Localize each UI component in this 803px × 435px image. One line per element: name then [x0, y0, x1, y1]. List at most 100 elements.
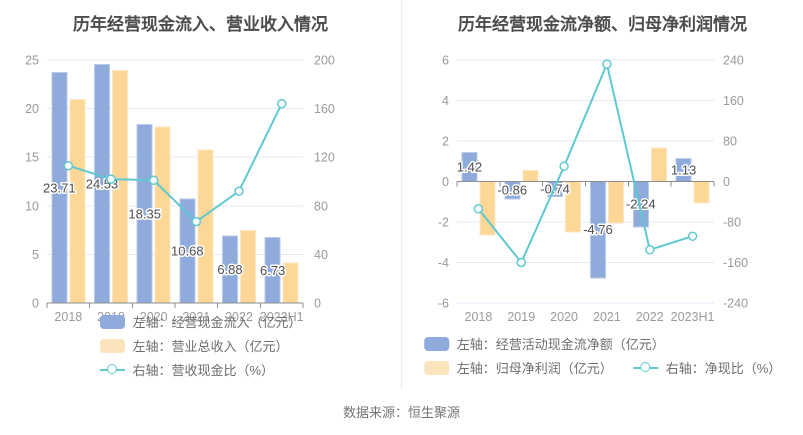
left-axis-tick-label: 20 [25, 102, 39, 116]
legend-swatch-blue-icon [99, 314, 125, 329]
line-point-marker[interactable] [687, 231, 698, 241]
line-point-marker[interactable] [516, 257, 527, 268]
left-axis-tick-label: 15 [25, 151, 39, 165]
line-point-marker[interactable] [191, 216, 202, 227]
legend-label: 左轴：经营现金流入（亿元） [132, 315, 302, 330]
bar[interactable] [197, 149, 214, 304]
line-point-marker[interactable] [63, 160, 74, 171]
legend-line-marker-icon [632, 361, 658, 375]
chart-divider [401, 0, 402, 390]
left-axis-tick-label: -2 [438, 216, 449, 230]
right-axis-tick-label: 160 [314, 102, 335, 116]
x-category-label: 2019 [507, 310, 535, 324]
legend-item[interactable]: 右轴：净现比（%） [632, 358, 782, 377]
left-axis-tick-label: 4 [442, 94, 449, 108]
left-axis-tick-label: 25 [25, 54, 39, 68]
legend-row: 左轴：经营现金流入（亿元） [99, 311, 302, 332]
legend: 左轴：经营活动现金流净额（亿元） 左轴：归母净利润（亿元） 右轴：净现比（%） [423, 333, 782, 381]
left-axis-tick-label: 6 [442, 54, 449, 68]
left-axis-tick-label: 5 [32, 248, 39, 262]
legend-item[interactable]: 左轴：营业总收入（亿元） [99, 336, 289, 355]
legend-row: 右轴：营收现金比（%） [99, 359, 274, 380]
legend-label: 左轴：经营活动现金流净额（亿元） [456, 337, 665, 352]
bar[interactable] [69, 98, 86, 304]
right-axis-tick-label: 240 [723, 54, 744, 68]
right-axis-tick-label: 0 [723, 175, 730, 189]
right-axis-tick-label: 80 [723, 135, 737, 149]
bar[interactable] [282, 262, 299, 304]
x-category-label: 2023H1 [260, 310, 304, 324]
bar-value-label: -4.76 [583, 222, 613, 237]
right-axis-tick-label: 160 [723, 94, 744, 108]
bar[interactable] [240, 230, 256, 304]
bar[interactable] [607, 181, 624, 224]
legend-label: 左轴：归母净利润（亿元） [456, 361, 613, 376]
legend-label: 右轴：营收现金比（%） [132, 363, 275, 378]
right-axis-tick-label: -160 [723, 256, 748, 270]
x-category-label: 2020 [140, 310, 168, 324]
line-point-marker[interactable] [645, 245, 655, 255]
legend-swatch-blue-icon [423, 336, 449, 351]
legend-label: 右轴：净现比（%） [665, 361, 782, 376]
line-point-marker[interactable] [559, 161, 569, 172]
chart-title: 历年经营现金流净额、归母净利润情况 [458, 15, 747, 34]
x-category-label: 2018 [54, 310, 82, 324]
legend-item[interactable]: 右轴：营收现金比（%） [99, 360, 274, 379]
line-point-marker[interactable] [276, 98, 287, 109]
x-category-label: 2018 [465, 310, 493, 324]
legend-row: 左轴：经营活动现金流净额（亿元） [423, 333, 665, 354]
bar[interactable] [693, 181, 710, 204]
legend-row: 左轴：归母净利润（亿元） 右轴：净现比（%） [423, 357, 782, 378]
x-category-label: 2020 [550, 310, 578, 324]
right-axis-tick-label: 40 [314, 248, 328, 262]
legend-label: 左轴：营业总收入（亿元） [132, 339, 289, 354]
bar-value-label: 1.13 [671, 163, 696, 178]
legend-ring-icon [639, 362, 650, 372]
bar-value-label: 6.73 [260, 263, 285, 278]
right-axis-tick-label: -80 [723, 216, 741, 230]
bar-value-label: -2.24 [626, 197, 656, 212]
legend-line-marker-icon [99, 363, 125, 377]
left-axis-tick-label: -6 [438, 297, 449, 311]
legend-swatch-yellow-icon [99, 338, 125, 353]
x-category-label: 2023H1 [671, 310, 715, 324]
ratio-line [68, 103, 283, 223]
bar-value-label: 10.68 [171, 244, 204, 259]
x-category-label: 2021 [182, 310, 210, 324]
legend-item[interactable]: 左轴：经营现金流入（亿元） [99, 312, 302, 331]
left-axis-tick-label: 2 [442, 135, 449, 149]
line-point-marker[interactable] [106, 174, 116, 184]
legend-ring-icon [106, 364, 117, 374]
bar-value-label: 1.42 [457, 160, 482, 175]
chart-cash-inflow-revenue: 0054010801512020160252002018201920202021… [0, 0, 401, 390]
bar-value-label: 23.71 [43, 180, 76, 195]
legend-item[interactable]: 左轴：归母净利润（亿元） [423, 358, 613, 377]
legend-swatch-yellow-icon [423, 360, 449, 375]
right-axis-tick-label: 120 [314, 151, 335, 165]
right-axis-tick-label: -240 [723, 297, 748, 311]
line-point-marker[interactable] [602, 59, 612, 69]
left-axis-tick-label: 0 [442, 175, 449, 189]
line-point-marker[interactable] [473, 204, 484, 214]
line-point-marker[interactable] [148, 175, 159, 186]
legend: 左轴：经营现金流入（亿元） 左轴：营业总收入（亿元） 右轴：营收现金比（%） [99, 311, 302, 383]
charts-row: 0054010801512020160252002018201920202021… [0, 0, 782, 390]
legend-row: 左轴：营业总收入（亿元） [99, 335, 289, 356]
x-category-label: 2022 [225, 310, 253, 324]
x-category-label: 2022 [636, 310, 664, 324]
bar[interactable] [522, 170, 539, 183]
right-axis-tick-label: 0 [314, 297, 321, 311]
left-axis-tick-label: -4 [438, 256, 449, 270]
left-axis-tick-label: 0 [32, 297, 39, 311]
bar-value-label: 6.88 [217, 262, 242, 277]
legend-item[interactable]: 左轴：经营活动现金流净额（亿元） [423, 334, 665, 353]
bar-value-label: -0.86 [497, 183, 527, 198]
chart-title: 历年经营现金流入、营业收入情况 [73, 15, 328, 34]
net-cashflow-profit-chart-canvas: -6 -240 -4 -160 -2 -80 0 0 2 80 4 160 6 240 2018 2019 20… [438, 54, 748, 325]
bar[interactable] [650, 147, 667, 182]
ratio-line [477, 63, 693, 264]
line-point-marker[interactable] [234, 186, 244, 196]
bar-value-label: 18.35 [128, 206, 161, 221]
x-category-label: 2021 [593, 310, 621, 324]
right-axis-tick-label: 80 [314, 199, 328, 213]
